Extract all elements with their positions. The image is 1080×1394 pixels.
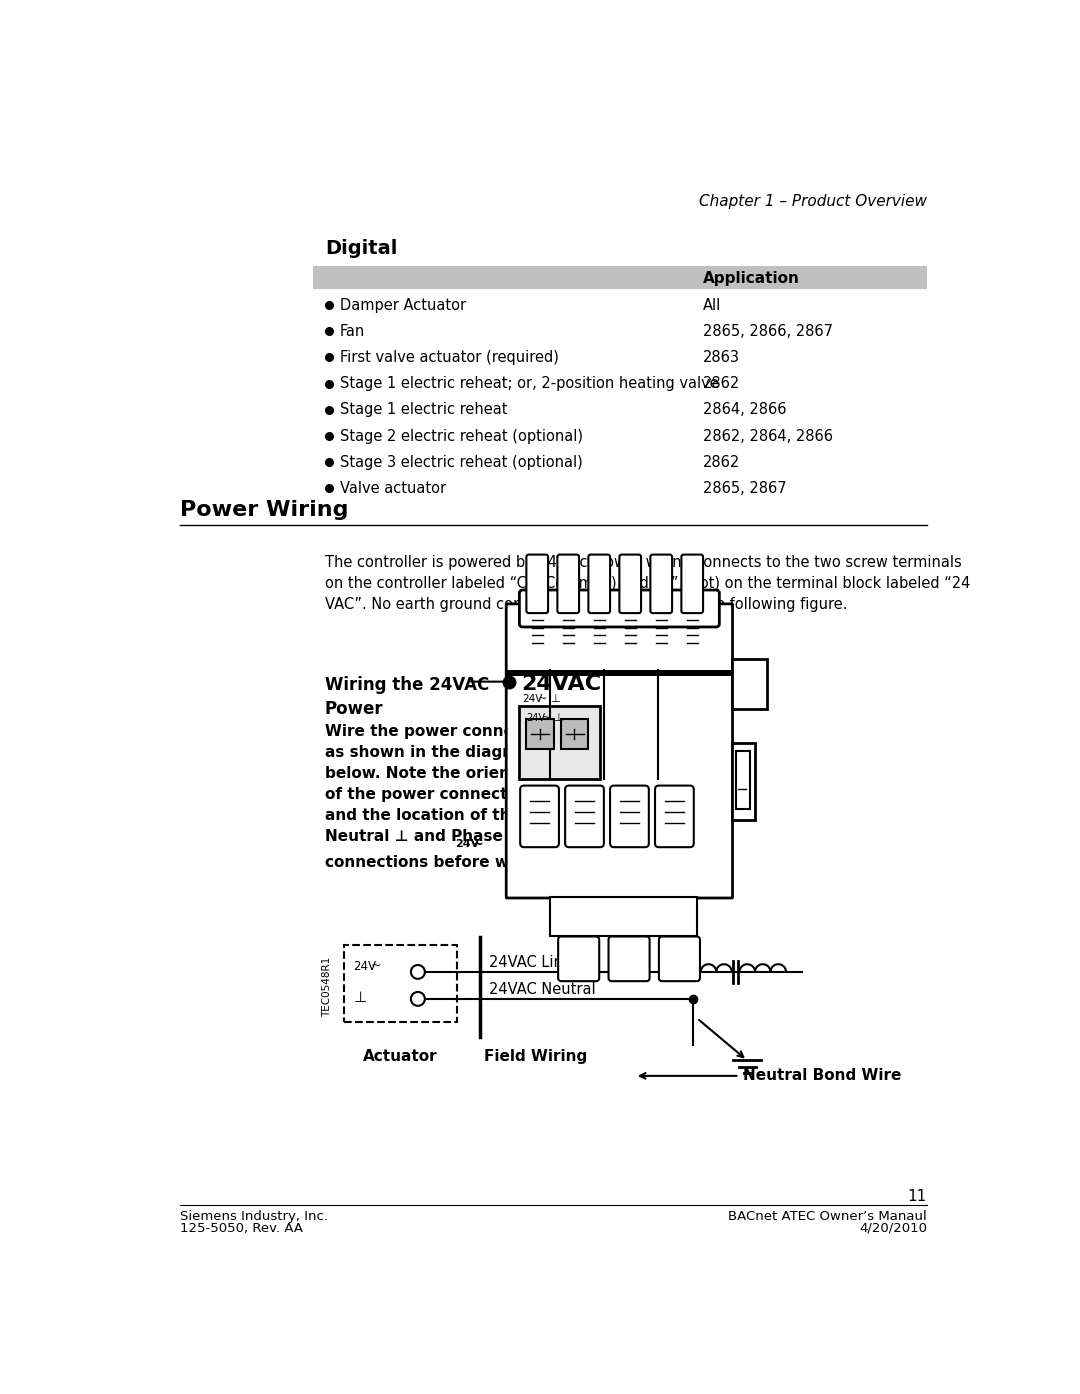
- FancyBboxPatch shape: [557, 555, 579, 613]
- FancyBboxPatch shape: [681, 555, 703, 613]
- Circle shape: [410, 993, 424, 1006]
- Text: TEC0548R1: TEC0548R1: [322, 958, 333, 1018]
- Text: 2865, 2867: 2865, 2867: [703, 481, 786, 496]
- Text: ⊥: ⊥: [554, 712, 564, 723]
- Bar: [345, 945, 457, 1022]
- Text: Wire the power connector
as shown in the diagram
below. Note the orientation
of : Wire the power connector as shown in the…: [325, 723, 562, 843]
- Text: Fan: Fan: [339, 323, 365, 339]
- Text: Stage 1 electric reheat: Stage 1 electric reheat: [339, 403, 508, 417]
- Text: Valve actuator: Valve actuator: [339, 481, 446, 496]
- Text: 24V: 24V: [526, 712, 545, 723]
- Text: ⊥: ⊥: [550, 694, 559, 704]
- FancyBboxPatch shape: [558, 937, 599, 981]
- FancyBboxPatch shape: [659, 937, 700, 981]
- Text: 11: 11: [908, 1189, 927, 1204]
- Text: Field Wiring: Field Wiring: [484, 1048, 588, 1064]
- Text: connections before wiring.: connections before wiring.: [325, 855, 554, 870]
- Text: 24VAC Line: 24VAC Line: [489, 955, 572, 970]
- FancyBboxPatch shape: [608, 937, 649, 981]
- FancyBboxPatch shape: [589, 555, 610, 613]
- Text: ⊥: ⊥: [353, 990, 367, 1005]
- FancyBboxPatch shape: [619, 555, 642, 613]
- Bar: [526, 719, 554, 749]
- Text: 2865, 2866, 2867: 2865, 2866, 2867: [703, 323, 833, 339]
- Text: Stage 1 electric reheat; or, 2-position heating valve: Stage 1 electric reheat; or, 2-position …: [339, 376, 718, 392]
- Bar: [732, 658, 767, 708]
- Bar: [550, 898, 697, 935]
- FancyBboxPatch shape: [519, 590, 719, 627]
- Text: 2862, 2864, 2866: 2862, 2864, 2866: [703, 428, 833, 443]
- Bar: [732, 743, 755, 820]
- Text: First valve actuator (required): First valve actuator (required): [339, 350, 558, 365]
- Bar: [518, 707, 600, 779]
- FancyBboxPatch shape: [610, 786, 649, 848]
- Text: ~: ~: [542, 712, 551, 723]
- Text: 24VAC Neutral: 24VAC Neutral: [489, 983, 596, 997]
- Text: The controller is powered by 24 Vac. Power wiring connects to the two screw term: The controller is powered by 24 Vac. Pow…: [325, 555, 970, 612]
- Text: ~: ~: [370, 959, 381, 972]
- Circle shape: [410, 965, 424, 979]
- FancyBboxPatch shape: [526, 555, 548, 613]
- Text: ~: ~: [538, 694, 548, 704]
- Text: Siemens Industry, Inc.: Siemens Industry, Inc.: [180, 1210, 328, 1223]
- Text: 2862: 2862: [703, 376, 740, 392]
- Bar: [562, 719, 589, 749]
- FancyBboxPatch shape: [656, 786, 693, 848]
- Text: Power Wiring: Power Wiring: [180, 500, 349, 520]
- Bar: [507, 671, 732, 676]
- FancyBboxPatch shape: [507, 604, 732, 898]
- Text: 24V: 24V: [523, 694, 543, 704]
- Text: Application: Application: [703, 270, 800, 286]
- Text: Stage 3 electric reheat (optional): Stage 3 electric reheat (optional): [339, 454, 582, 470]
- Text: 125-5050, Rev. AA: 125-5050, Rev. AA: [180, 1221, 303, 1235]
- Text: ~: ~: [472, 838, 483, 850]
- Bar: [313, 266, 927, 289]
- Text: Neutral Bond Wire: Neutral Bond Wire: [743, 1068, 902, 1083]
- Text: Chapter 1 – Product Overview: Chapter 1 – Product Overview: [699, 194, 927, 209]
- Text: Stage 2 electric reheat (optional): Stage 2 electric reheat (optional): [339, 428, 582, 443]
- Text: 24V: 24V: [353, 960, 377, 973]
- FancyBboxPatch shape: [650, 555, 672, 613]
- Text: Digital: Digital: [325, 238, 397, 258]
- Text: BACnet ATEC Owner’s Manaul: BACnet ATEC Owner’s Manaul: [728, 1210, 927, 1223]
- Text: 4/20/2010: 4/20/2010: [859, 1221, 927, 1235]
- Text: 2863: 2863: [703, 350, 740, 365]
- Bar: [735, 751, 750, 809]
- Text: Damper Actuator: Damper Actuator: [339, 297, 465, 312]
- Text: All: All: [703, 297, 721, 312]
- FancyBboxPatch shape: [565, 786, 604, 848]
- Text: Wiring the 24VAC
Power: Wiring the 24VAC Power: [325, 676, 489, 718]
- Text: Actuator: Actuator: [363, 1048, 437, 1064]
- Text: 24VAC: 24VAC: [521, 673, 602, 694]
- Text: 2864, 2866: 2864, 2866: [703, 403, 786, 417]
- Text: 24V: 24V: [455, 839, 480, 849]
- Text: 2862: 2862: [703, 454, 740, 470]
- FancyBboxPatch shape: [521, 786, 559, 848]
